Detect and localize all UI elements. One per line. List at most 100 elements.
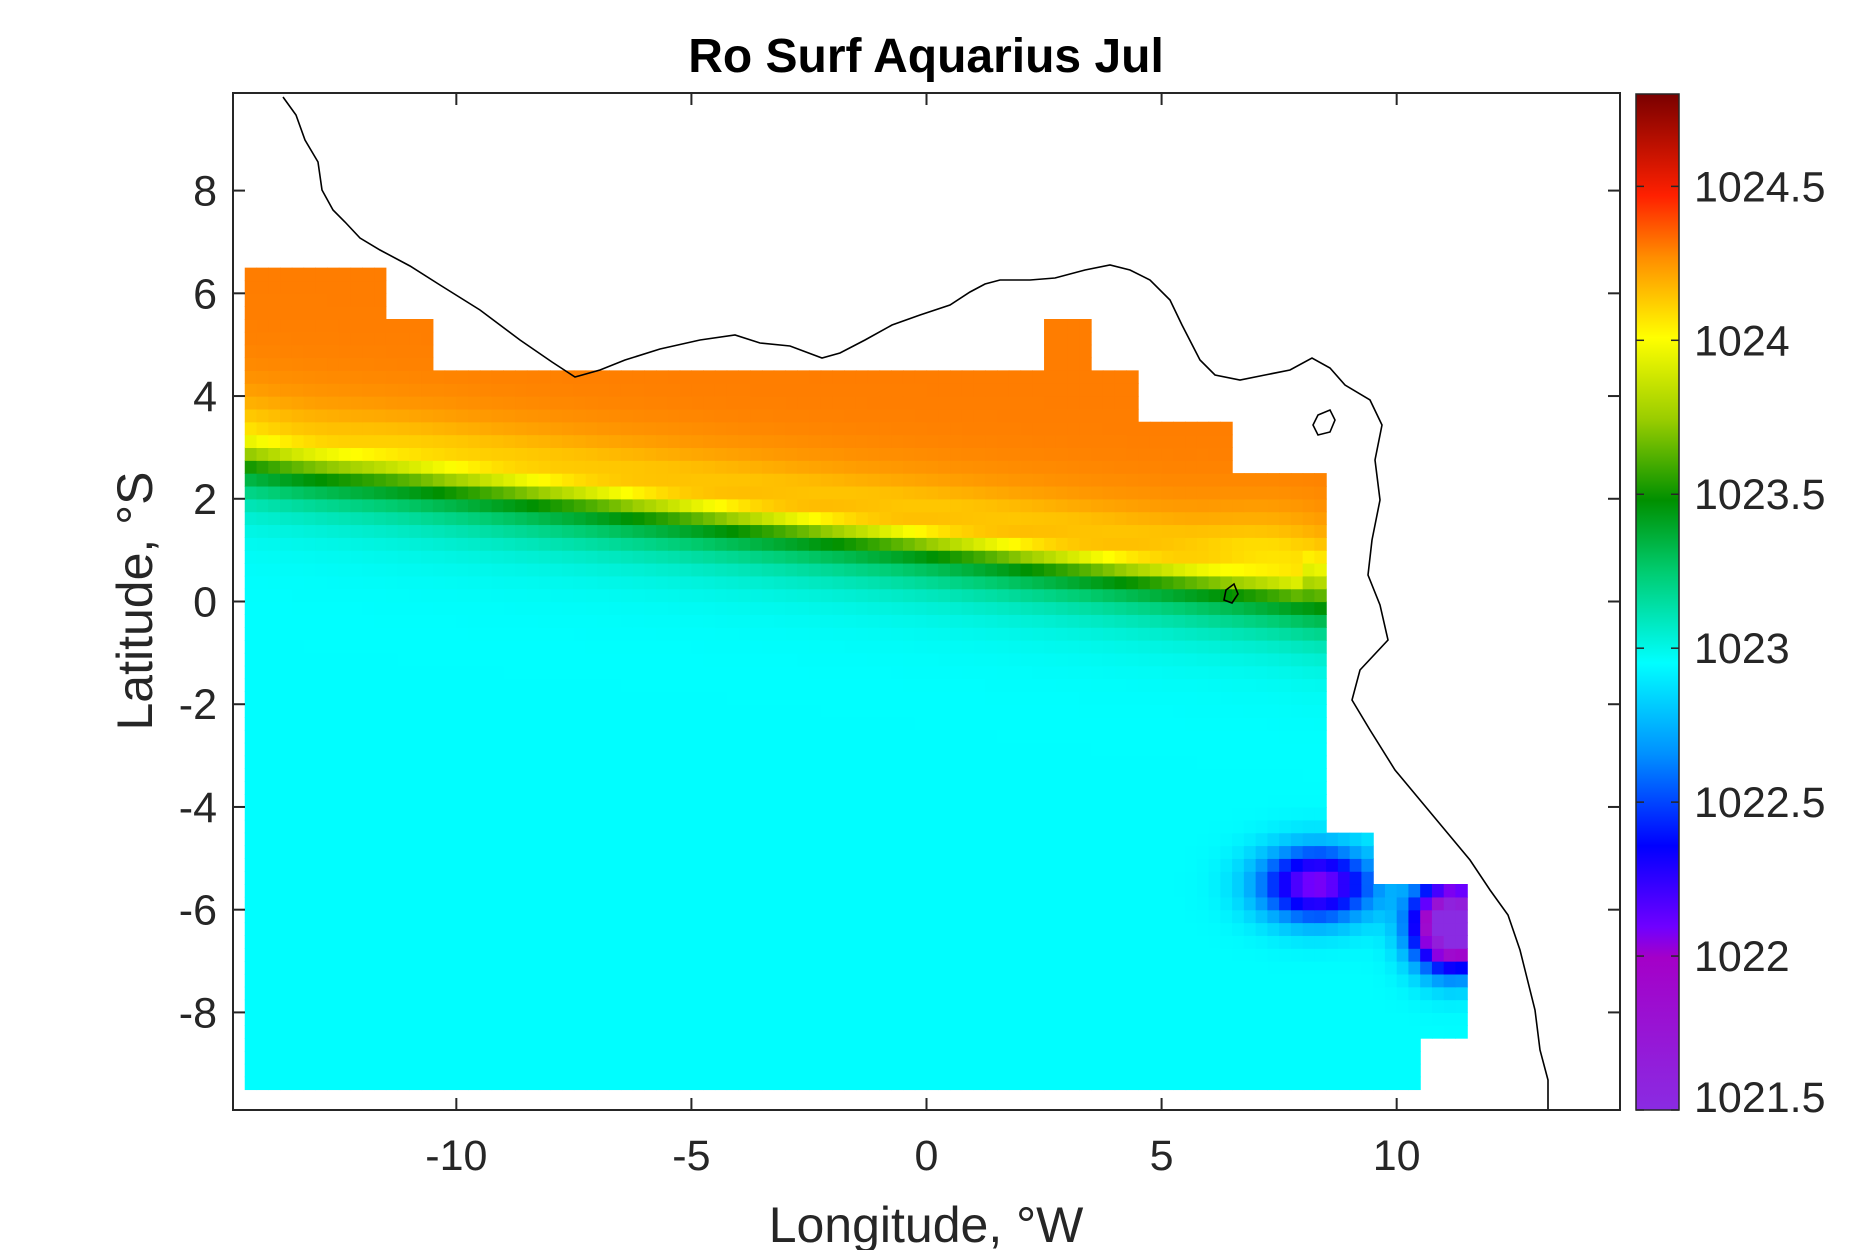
heatmap-cell [691, 665, 704, 680]
heatmap-cell [597, 588, 610, 603]
heatmap-cell [1149, 588, 1163, 603]
heatmap-cell [679, 845, 693, 859]
heatmap-cell [597, 1050, 610, 1065]
heatmap-cell [926, 704, 939, 718]
heatmap-cell [761, 614, 775, 628]
heatmap-cell [1032, 588, 1045, 603]
heatmap-cell [1102, 575, 1116, 590]
heatmap-cell [1337, 1025, 1351, 1039]
heatmap-cell [832, 627, 845, 641]
heatmap-cell [997, 691, 1010, 705]
heatmap-cell [1067, 640, 1080, 654]
heatmap-cell [350, 729, 363, 744]
heatmap-cell [432, 421, 446, 436]
heatmap-cell [1091, 986, 1104, 1001]
heatmap-cell [526, 1076, 540, 1091]
heatmap-cell [503, 717, 516, 731]
heatmap-cell [750, 961, 763, 975]
heatmap-cell [997, 986, 1010, 1001]
heatmap-cell [820, 511, 834, 526]
heatmap-cell [1067, 871, 1080, 885]
heatmap-cell [1384, 1050, 1398, 1065]
heatmap-cell [832, 858, 845, 872]
heatmap-cell [1126, 896, 1139, 911]
heatmap-cell [338, 524, 352, 538]
heatmap-cell [679, 550, 693, 564]
heatmap-cell [973, 742, 986, 757]
heatmap-cell [667, 575, 681, 590]
heatmap-cell [315, 768, 328, 782]
heatmap-cell [1102, 1050, 1116, 1065]
heatmap-cell [938, 1038, 951, 1052]
heatmap-cell [1196, 562, 1210, 577]
heatmap-cell [1173, 1050, 1186, 1065]
heatmap-cell [1102, 871, 1116, 885]
heatmap-cell [1055, 922, 1069, 936]
heatmap-cell [444, 884, 457, 898]
heatmap-cell [879, 1012, 892, 1026]
heatmap-cell [585, 884, 598, 898]
heatmap-cell [926, 1025, 939, 1039]
heatmap-cell [385, 704, 399, 718]
heatmap-cell [844, 665, 857, 680]
heatmap-cell [1032, 845, 1045, 859]
heatmap-cell [1208, 922, 1221, 936]
heatmap-cell [515, 999, 528, 1014]
heatmap-cell [1114, 1063, 1127, 1078]
heatmap-cell [1290, 755, 1304, 770]
heatmap-cell [585, 922, 598, 936]
heatmap-cell [1044, 1012, 1057, 1026]
heatmap-cell [1232, 871, 1245, 885]
heatmap-cell [1185, 845, 1198, 859]
heatmap-cell [1079, 755, 1092, 770]
heatmap-cell [997, 421, 1010, 436]
heatmap-cell [350, 511, 363, 526]
heatmap-cell [844, 588, 857, 603]
heatmap-cell [914, 691, 928, 705]
heatmap-cell [456, 447, 469, 461]
heatmap-cell [350, 961, 363, 975]
heatmap-cell [773, 1063, 787, 1078]
heatmap-cell [538, 781, 551, 795]
heatmap-cell [891, 485, 904, 500]
heatmap-cell [1055, 832, 1069, 847]
heatmap-cell [1032, 999, 1045, 1014]
heatmap-cell [1008, 575, 1022, 590]
heatmap-cell [491, 704, 504, 718]
heatmap-cell [832, 421, 845, 436]
heatmap-cell [1161, 717, 1174, 731]
heatmap-cell [609, 986, 622, 1001]
heatmap-cell [1185, 1012, 1198, 1026]
heatmap-cell [315, 511, 328, 526]
heatmap-cell [714, 652, 728, 667]
heatmap-cell [1220, 948, 1233, 962]
heatmap-cell [1008, 473, 1022, 487]
heatmap-cell [1044, 434, 1057, 449]
heatmap-cell [950, 1076, 963, 1091]
heatmap-cell [550, 601, 563, 615]
heatmap-cell [280, 537, 293, 551]
heatmap-cell [844, 460, 857, 474]
heatmap-cell [385, 742, 399, 757]
heatmap-cell [1008, 1076, 1022, 1091]
heatmap-cell [891, 434, 904, 449]
heatmap-cell [597, 935, 610, 949]
heatmap-cell [315, 562, 328, 577]
heatmap-cell [515, 550, 528, 564]
heatmap-cell [1044, 614, 1057, 628]
heatmap-cell [350, 473, 363, 487]
heatmap-cell [1044, 755, 1057, 770]
heatmap-cell [761, 922, 775, 936]
heatmap-cell [620, 1063, 634, 1078]
heatmap-cell [362, 562, 375, 577]
heatmap-cell [538, 884, 551, 898]
heatmap-cell [620, 845, 634, 859]
heatmap-cell [1267, 627, 1280, 641]
heatmap-cell [538, 408, 551, 423]
heatmap-cell [503, 537, 516, 551]
heatmap-cell [632, 896, 645, 911]
heatmap-cell [1149, 511, 1163, 526]
heatmap-cell [1279, 627, 1292, 641]
heatmap-cell [985, 858, 998, 872]
heatmap-cell [844, 1038, 857, 1052]
